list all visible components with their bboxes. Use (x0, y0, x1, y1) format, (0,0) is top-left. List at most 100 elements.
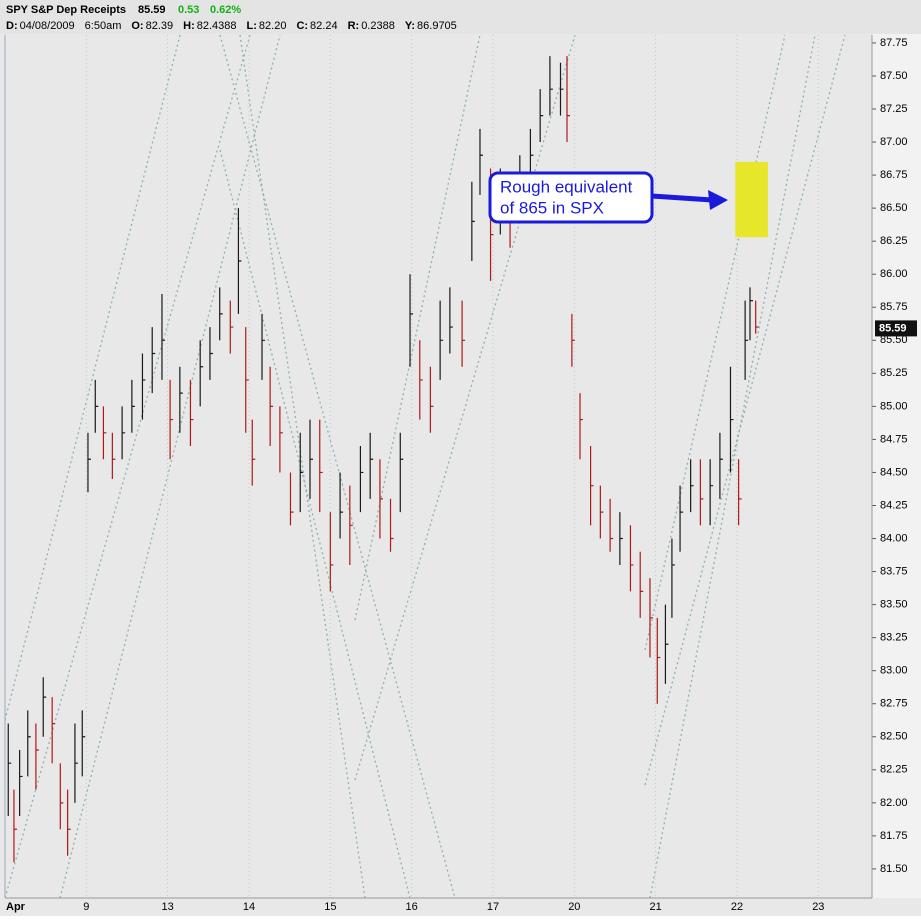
ohlc-bar (656, 617, 661, 704)
y-tick-label: 86.00 (880, 268, 908, 280)
x-tick-label: 15 (324, 901, 336, 913)
ohlc-bar (169, 379, 174, 460)
ohlc-bar (7, 723, 12, 817)
annotation-text: of 865 in SPX (500, 198, 604, 217)
ohlc-bar (229, 300, 234, 354)
field-value: 82.4388 (197, 20, 237, 32)
ohlc-bar (579, 393, 584, 460)
y-tick-label: 84.00 (880, 532, 908, 544)
y-tick-label: 84.25 (880, 499, 908, 511)
ohlc-bar (251, 419, 256, 486)
ohlc-bar (319, 419, 323, 513)
field-label: C: (296, 20, 308, 32)
y-tick-label: 86.25 (880, 235, 908, 247)
y-tick-label: 83.50 (880, 599, 908, 611)
y-tick-label: 82.00 (880, 797, 908, 809)
field-label: O: (131, 20, 143, 32)
y-tick-label: 84.50 (880, 466, 908, 478)
ohlc-bar (690, 459, 694, 513)
ohlc-bar (121, 406, 126, 460)
x-tick-label: 13 (162, 901, 174, 913)
x-tick-label: Apr (6, 901, 26, 913)
y-tick-label: 86.75 (880, 169, 908, 181)
ohlc-bar (209, 327, 213, 380)
y-tick-label: 85.00 (880, 400, 908, 412)
ohlc-bar (559, 62, 564, 116)
ohlc-bar (102, 406, 107, 460)
trend-line (219, 149, 411, 899)
field-label: L: (247, 20, 257, 32)
ohlc-bar (87, 432, 91, 493)
x-tick-label: 23 (812, 901, 824, 913)
y-tick-label: 83.25 (880, 632, 908, 644)
change-pct: 0.62% (210, 4, 241, 16)
ohlc-bar (245, 327, 249, 433)
ohlc-bar (399, 432, 404, 513)
arrow (651, 193, 713, 203)
ohlc-bar (219, 287, 223, 341)
ohlc-bar (13, 789, 17, 863)
x-tick-label: 9 (83, 901, 89, 913)
ohlc-bar (151, 327, 156, 394)
ohlc-bar (671, 538, 675, 618)
ohlc-bar (649, 578, 653, 658)
ohlc-bar (479, 128, 483, 195)
field-value: 82.39 (146, 20, 174, 32)
annotation-text: Rough equivalent (500, 177, 633, 196)
ohlc-bar (369, 432, 374, 499)
ohlc-bar (269, 366, 274, 447)
ohlc-bar (755, 300, 759, 334)
ohlc-bar (744, 300, 749, 380)
ohlc-bar (738, 459, 742, 526)
ohlc-bar (35, 723, 39, 790)
y-tick-label: 84.75 (880, 433, 908, 445)
ohlc-bar (589, 446, 594, 526)
y-tick-label: 81.75 (880, 830, 908, 842)
y-tick-label: 83.75 (880, 565, 908, 577)
last-price-tag (875, 320, 917, 337)
x-tick-label: 21 (650, 901, 662, 913)
ohlc-bar (141, 353, 146, 420)
ohlc-bar (111, 432, 116, 480)
plot: 81.50 81.75 82.00 82.25 82.50 82.75 83.00 83.25… (4, 35, 917, 913)
trend-line (644, 34, 846, 786)
x-tick-label: 14 (243, 901, 255, 913)
y-tick-label: 86.50 (880, 202, 908, 214)
ohlc-bar (664, 604, 669, 684)
x-tick-label: 17 (487, 901, 499, 913)
ohlc-bar (329, 512, 334, 592)
ohlc-bar (51, 697, 56, 764)
field-label: H: (183, 20, 195, 32)
ohlc-bar (94, 379, 99, 433)
ohlc-bar (471, 181, 475, 261)
ohlc-bar (609, 498, 614, 552)
y-tick-label: 85.50 (880, 334, 908, 346)
ohlc-bar (237, 208, 242, 314)
field-value: 82.20 (259, 20, 287, 32)
ohlc-bar (709, 459, 714, 526)
ohlc-bar (199, 340, 204, 407)
field-value: 04/08/2009 (20, 20, 75, 32)
ohlc-bar (619, 512, 623, 565)
ohlc-bar (749, 287, 754, 341)
y-tick-label: 82.25 (880, 764, 908, 776)
y-tick-label: 83.00 (880, 665, 908, 677)
ohlc-bar (19, 749, 23, 817)
x-tick-label: 20 (568, 901, 580, 913)
ohlc-bar (81, 710, 86, 777)
ohlc-bar (279, 406, 283, 473)
ohlc-bar (349, 485, 353, 565)
ohlc-bar (339, 472, 344, 539)
field-value: 6:50am (85, 20, 122, 32)
y-tick-label: 85.75 (880, 301, 908, 313)
ohlc-bar (549, 56, 553, 116)
ohlc-bar (679, 485, 684, 552)
ohlc-bar (179, 366, 183, 433)
ohlc-bar (289, 472, 294, 526)
ohlc-fields: D: 04/08/2009 6:50am O: 82.39 H: 82.4388 L: 82.2… (6, 20, 457, 32)
y-tick-label: 81.50 (880, 863, 908, 875)
trend-line (219, 34, 456, 899)
ohlc-bar (599, 485, 604, 539)
